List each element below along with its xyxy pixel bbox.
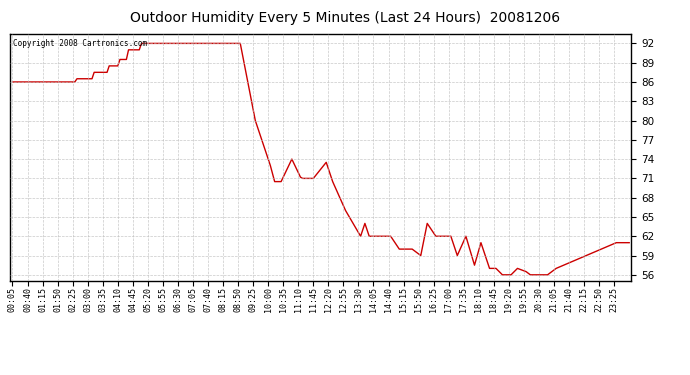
Text: Outdoor Humidity Every 5 Minutes (Last 24 Hours)  20081206: Outdoor Humidity Every 5 Minutes (Last 2… (130, 11, 560, 25)
Text: Copyright 2008 Cartronics.com: Copyright 2008 Cartronics.com (14, 39, 148, 48)
